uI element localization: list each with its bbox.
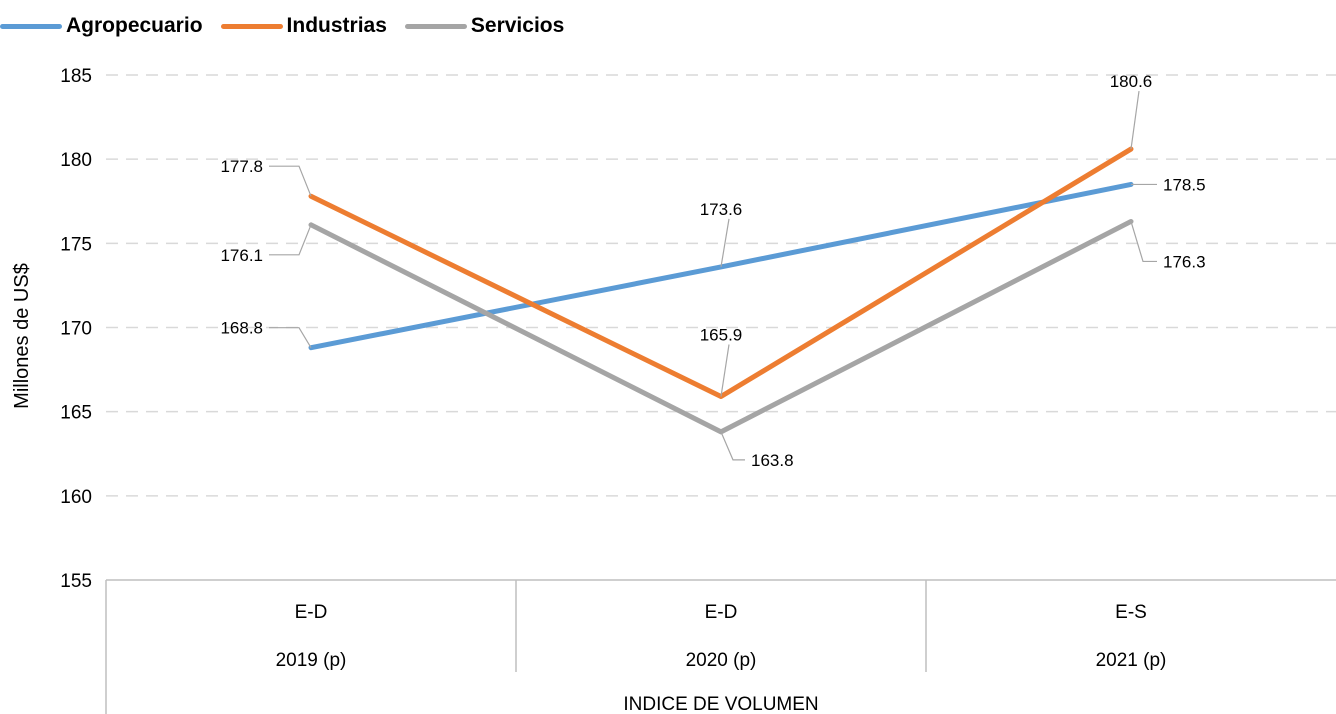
data-label: 163.8 xyxy=(751,451,794,470)
data-label: 176.1 xyxy=(220,246,263,265)
x-group-label: INDICE DE VOLUMEN xyxy=(623,694,818,714)
data-label-leader xyxy=(269,328,311,348)
y-tick-label: 165 xyxy=(60,403,92,424)
data-label-leader xyxy=(1131,221,1157,261)
x-tick-label: 2020 (p) xyxy=(686,650,757,671)
x-tick-label: 2019 (p) xyxy=(276,650,347,671)
data-label-leader xyxy=(1131,91,1139,149)
data-label-leader xyxy=(721,345,729,397)
y-axis-title: Millones de US$ xyxy=(11,263,33,409)
y-tick-label: 185 xyxy=(60,66,92,87)
data-label: 178.5 xyxy=(1163,175,1206,194)
data-label: 180.6 xyxy=(1110,72,1153,91)
data-label-leader xyxy=(269,225,311,255)
y-tick-label: 155 xyxy=(60,571,92,592)
data-label: 177.8 xyxy=(220,157,263,176)
y-tick-label: 160 xyxy=(60,487,92,508)
data-label: 168.8 xyxy=(220,319,263,338)
y-tick-label: 170 xyxy=(60,319,92,340)
y-tick-label: 180 xyxy=(60,150,92,171)
x-tick-sublabel: E-S xyxy=(1115,602,1147,623)
x-tick-label: 2021 (p) xyxy=(1096,650,1167,671)
y-tick-label: 175 xyxy=(60,234,92,255)
data-label: 176.3 xyxy=(1163,252,1206,271)
data-label: 165.9 xyxy=(700,326,743,345)
x-tick-sublabel: E-D xyxy=(705,602,738,623)
data-label: 173.6 xyxy=(700,200,743,219)
data-label-leader xyxy=(721,432,745,460)
x-tick-sublabel: E-D xyxy=(295,602,328,623)
data-label-leader xyxy=(269,166,311,196)
series-line-industrias xyxy=(311,149,1131,396)
